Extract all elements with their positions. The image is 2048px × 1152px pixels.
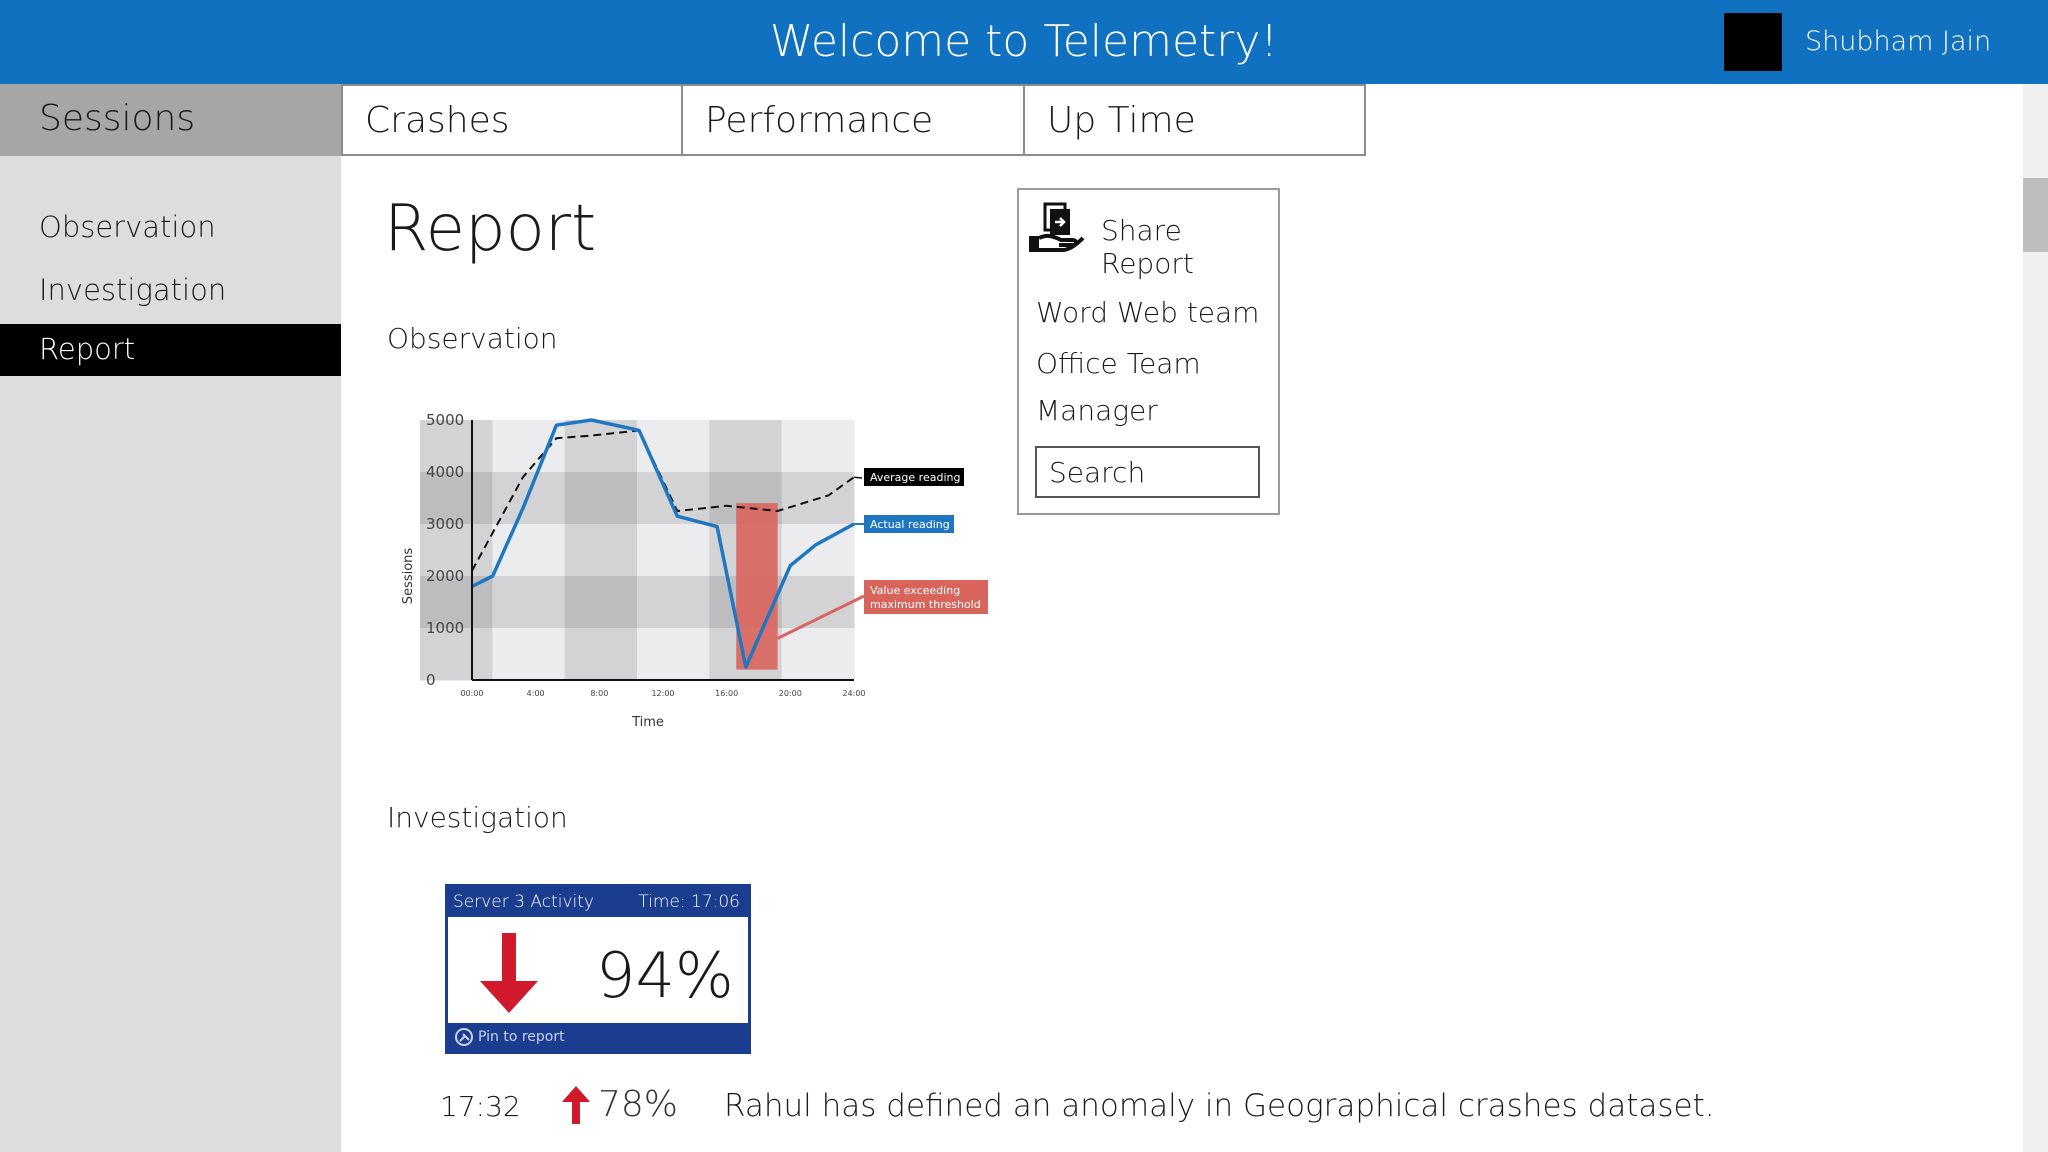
sidebar-item-investigation[interactable]: Investigation	[0, 265, 341, 317]
observation-heading: Observation	[387, 322, 558, 355]
actual-reading-line	[471, 418, 855, 669]
chart-grid-cell	[781, 420, 855, 473]
share-search-input[interactable]	[1035, 446, 1260, 498]
y-axis-ticks: 5000 4000 3000 2000 1000 0	[426, 411, 464, 689]
sidebar-item-label: Investigation	[39, 273, 227, 307]
chart-grid-cell	[637, 576, 710, 629]
chart-grid-cell	[564, 524, 638, 577]
y-tick-label: 5000	[426, 411, 464, 429]
pin-to-report-label: Pin to report	[478, 1029, 565, 1045]
app-title: Welcome to Telemetry!	[769, 16, 1279, 67]
chart-grid-cell	[420, 420, 493, 473]
tab-label: Crashes	[365, 100, 510, 141]
chart-grid-cell	[637, 524, 710, 577]
share-recipient-office-team[interactable]: Office Team	[1036, 347, 1201, 380]
sidebar: Sessions Observation Investigation Repor…	[0, 84, 341, 1152]
scrollbar-track[interactable]	[2023, 84, 2048, 1152]
average-reading-label: Average reading	[870, 471, 960, 484]
chart-grid-cell	[492, 628, 566, 681]
chart-grid-cell	[564, 472, 638, 525]
y-tick-label: 4000	[426, 463, 464, 481]
x-tick-label: 16:00	[715, 689, 738, 698]
tab-crashes[interactable]: Crashes	[341, 84, 683, 156]
x-tick-label: 12:00	[651, 689, 674, 698]
threshold-tag	[864, 580, 988, 614]
top-bar: Welcome to Telemetry! Shubham Jain	[0, 0, 2048, 84]
chart-grid-cell	[492, 420, 566, 473]
tab-label: Performance	[705, 100, 934, 141]
sidebar-item-label: Observation	[39, 210, 216, 244]
server-activity-card: Server 3 Activity Time: 17:06 94% Pin to…	[445, 884, 751, 1054]
user-name[interactable]: Shubham Jain	[1805, 26, 1992, 57]
chart-grid-cell	[781, 524, 855, 577]
share-report-title[interactable]: Share Report	[1101, 214, 1194, 280]
share-recipient-word-web-team[interactable]: Word Web team	[1036, 296, 1260, 329]
y-axis-label: Sessions	[401, 548, 416, 605]
chart-grid-cell	[492, 576, 566, 629]
x-tick-label: 4:00	[527, 689, 545, 698]
chart-grid-cell	[637, 420, 710, 473]
tab-performance[interactable]: Performance	[681, 84, 1025, 156]
chart-axes	[471, 420, 854, 681]
chart-grid-cell	[420, 628, 493, 681]
threshold-connector	[776, 594, 865, 640]
chart-grid-cell	[709, 420, 783, 473]
share-hand-icon	[1029, 202, 1085, 252]
share-report-panel: Share Report Word Web team Office Team M…	[1017, 188, 1280, 515]
tab-label: Up Time	[1047, 100, 1196, 141]
chart-grid-cell	[637, 472, 710, 525]
feed-message: Rahul has defined an anomaly in Geograph…	[724, 1088, 1715, 1124]
chart-grid-cell	[420, 524, 493, 577]
average-reading-connector	[853, 476, 863, 479]
x-tick-label: 00:00	[460, 689, 483, 698]
threshold-label: maximum threshold	[870, 598, 981, 611]
sidebar-item-report[interactable]: Report	[0, 324, 341, 376]
avatar[interactable]	[1724, 13, 1782, 71]
y-tick-label: 1000	[426, 619, 464, 637]
scrollbar-thumb[interactable]	[2023, 178, 2048, 252]
pin-icon	[455, 1028, 473, 1046]
sidebar-heading-label: Sessions	[39, 98, 196, 139]
y-tick-label: 0	[426, 671, 436, 689]
actual-reading-tag	[864, 515, 954, 533]
y-tick-label: 2000	[426, 567, 464, 585]
arrow-up-icon	[562, 1086, 590, 1124]
y-tick-label: 3000	[426, 515, 464, 533]
x-tick-label: 20:00	[779, 689, 802, 698]
chart-grid-cell	[564, 576, 638, 629]
card-title: Server 3 Activity	[453, 892, 594, 912]
average-reading-tag	[864, 468, 964, 486]
chart-grid-cell	[420, 576, 493, 629]
chart-grid-cell	[781, 628, 855, 681]
chart-background	[420, 420, 855, 681]
chart-grid-cell	[637, 628, 710, 681]
sidebar-item-label: Report	[39, 332, 136, 366]
investigation-heading: Investigation	[387, 801, 568, 834]
x-axis-ticks: 00:00 4:00 8:00 12:00 16:00 20:00 24:00	[460, 689, 865, 698]
page-title: Report	[384, 192, 597, 266]
x-tick-label: 8:00	[590, 689, 608, 698]
arrow-down-icon	[480, 933, 538, 1013]
tab-up-time[interactable]: Up Time	[1023, 84, 1366, 156]
observation-chart: 5000 4000 3000 2000 1000 0 00:00 4:00 8:00 12:00…	[401, 411, 988, 730]
sidebar-item-observation[interactable]: Observation	[0, 202, 341, 254]
x-axis-label: Time	[631, 715, 664, 730]
threshold-label: Value exceeding	[870, 584, 960, 597]
card-time: Time: 17:06	[638, 892, 740, 912]
chart-grid-cell	[420, 472, 493, 525]
card-value: 94%	[596, 939, 734, 1012]
actual-reading-label: Actual reading	[870, 518, 950, 531]
pin-to-report-button[interactable]: Pin to report	[448, 1023, 748, 1051]
feed-percentage: 78%	[598, 1084, 679, 1125]
share-recipient-manager[interactable]: Manager	[1036, 394, 1158, 427]
chart-grid-cell	[781, 576, 855, 629]
sidebar-heading-sessions[interactable]: Sessions	[0, 84, 341, 156]
x-tick-label: 24:00	[842, 689, 865, 698]
chart-grid-cell	[564, 628, 638, 681]
feed-time: 17:32	[440, 1090, 521, 1123]
card-header: Server 3 Activity Time: 17:06	[448, 887, 748, 917]
chart-annotations: Average reading Actual reading Value excee…	[776, 468, 988, 640]
